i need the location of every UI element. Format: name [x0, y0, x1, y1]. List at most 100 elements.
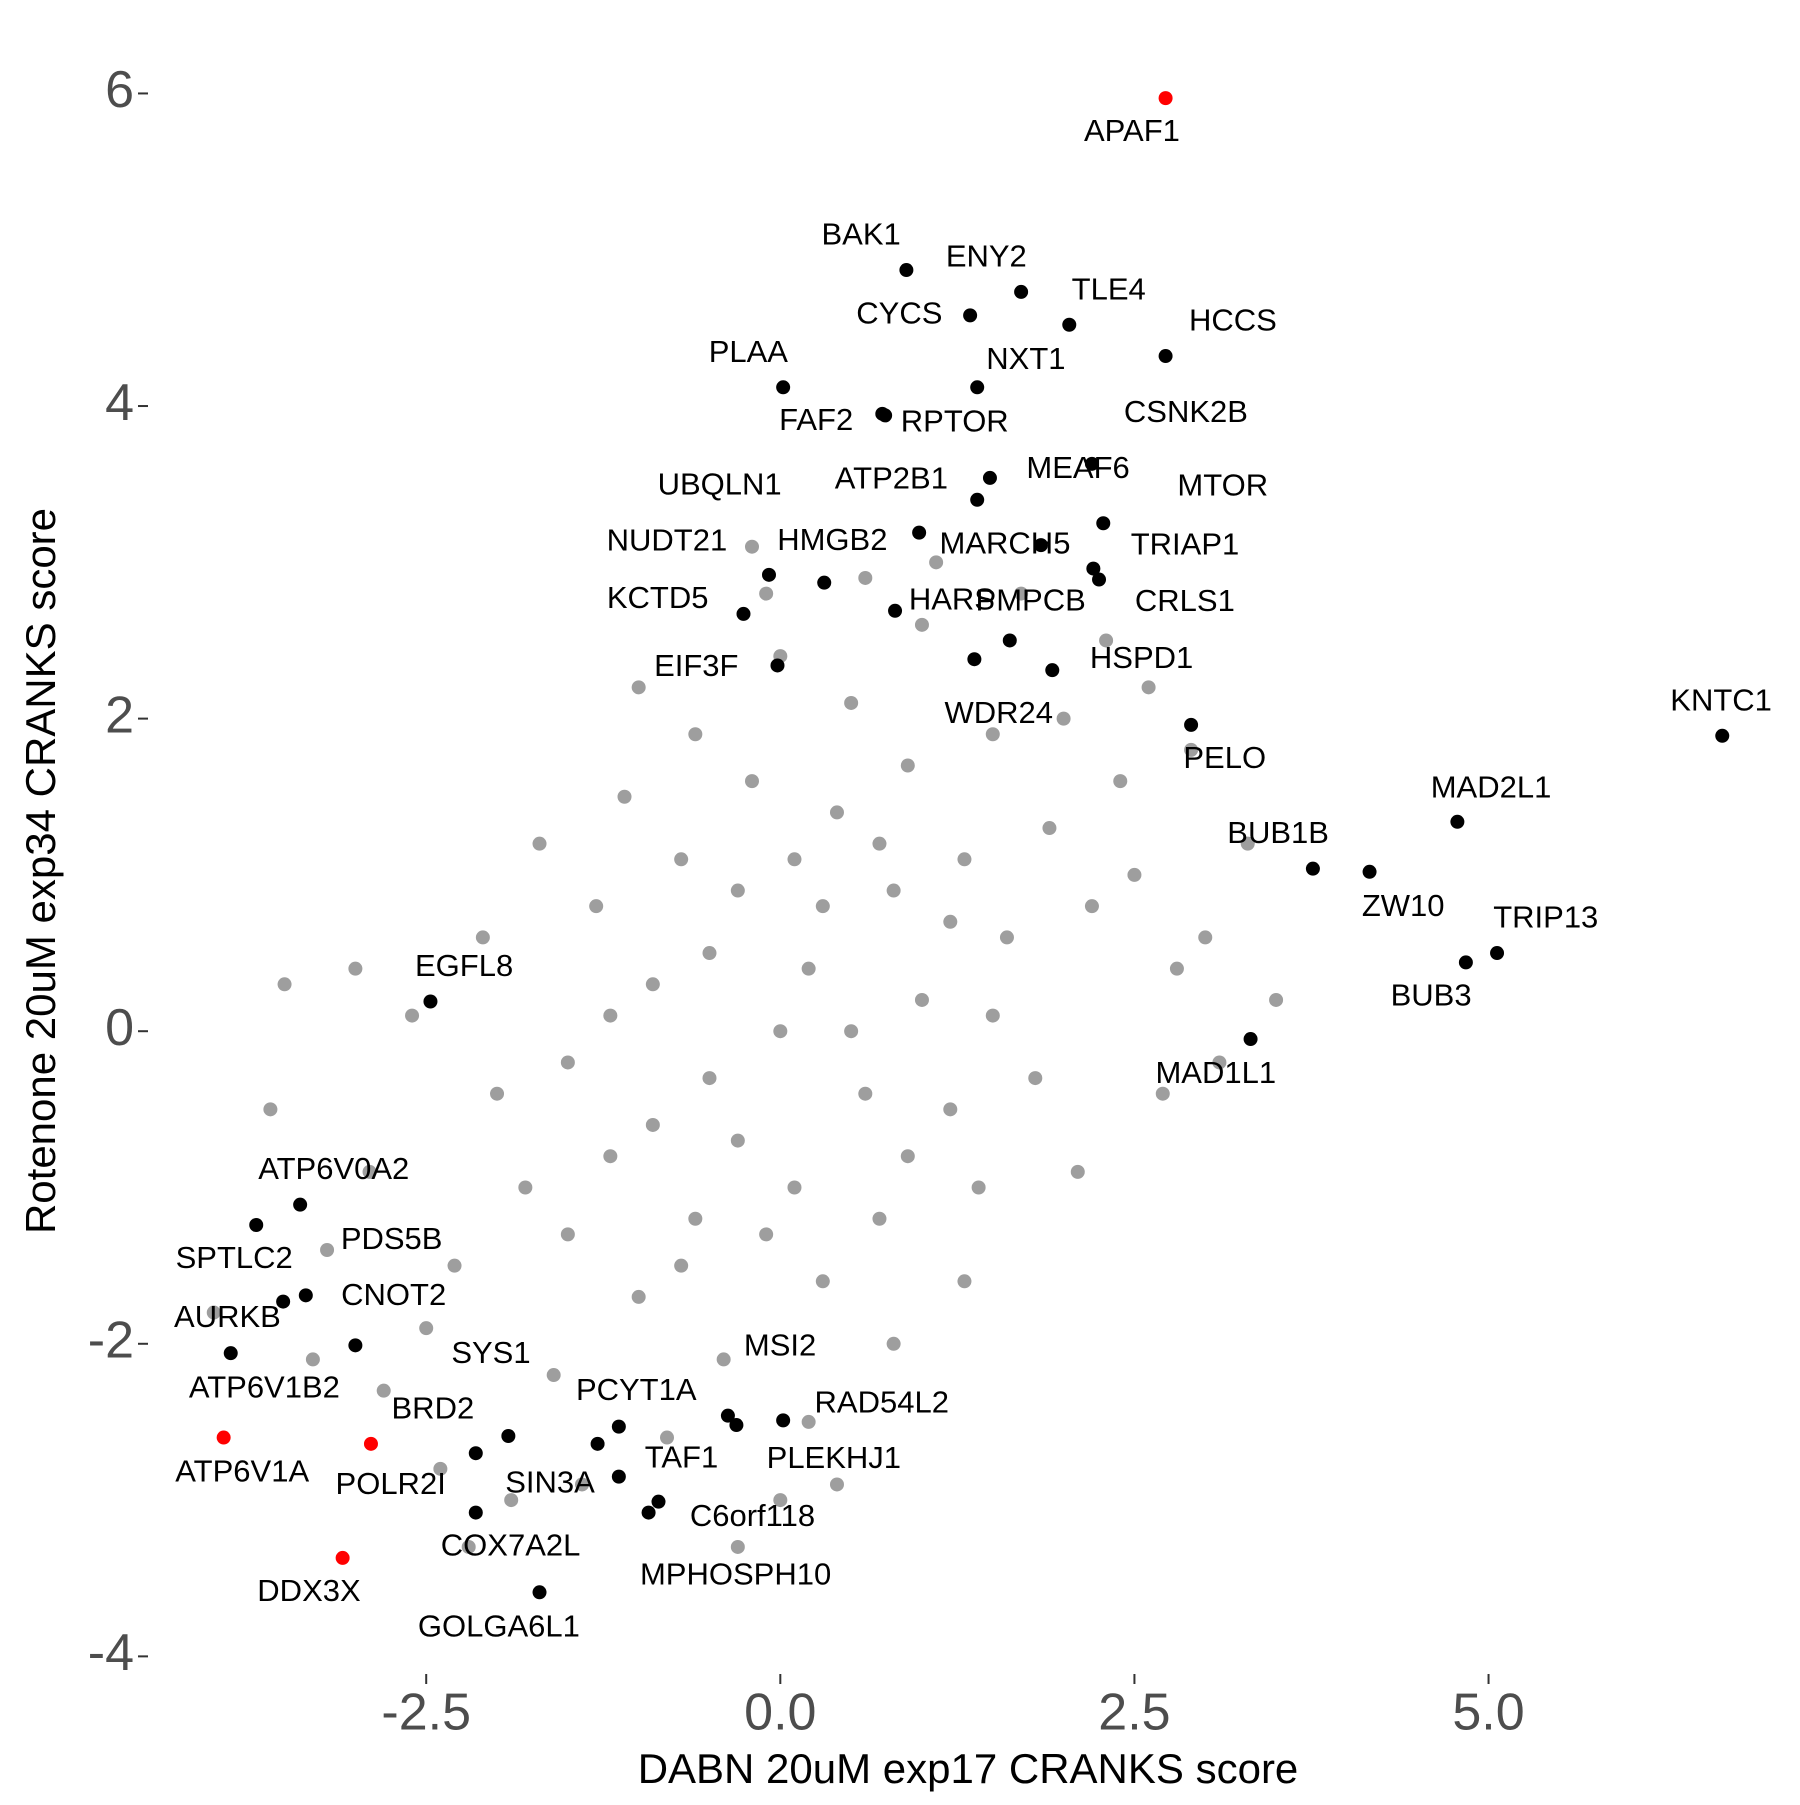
point — [1014, 586, 1029, 601]
point — [461, 1539, 476, 1554]
x-tick-label: 5.0 — [1452, 1684, 1524, 1742]
point — [963, 308, 978, 323]
point-label: MPHOSPH10 — [640, 1557, 831, 1592]
point-label: EIF3F — [654, 648, 738, 683]
point — [1127, 867, 1142, 882]
point — [603, 1149, 618, 1164]
point — [688, 1211, 703, 1226]
point — [688, 727, 703, 742]
point-label: KNTC1 — [1670, 682, 1772, 717]
point — [716, 1352, 731, 1367]
point-label: TLE4 — [1072, 271, 1146, 306]
point-label: MEAF6 — [1026, 450, 1129, 485]
point-label: GOLGA6L1 — [418, 1608, 580, 1643]
point — [914, 992, 929, 1007]
point-label: CSNK2B — [1124, 394, 1248, 429]
point — [776, 380, 791, 395]
point — [546, 1368, 561, 1383]
point — [1033, 538, 1048, 553]
point — [872, 836, 887, 851]
point — [645, 1117, 660, 1132]
point — [730, 1133, 745, 1148]
point — [770, 658, 785, 673]
point — [468, 1446, 483, 1461]
point — [611, 1419, 626, 1434]
point — [575, 1477, 590, 1492]
point — [736, 606, 751, 621]
point-label: PDS5B — [341, 1221, 443, 1256]
point — [298, 1288, 313, 1303]
point — [249, 1218, 264, 1233]
point — [844, 695, 859, 710]
point — [982, 470, 997, 485]
point — [759, 1227, 774, 1242]
point — [419, 1321, 434, 1336]
point-label: ATP6V0A2 — [258, 1151, 409, 1186]
point-label: NXT1 — [986, 341, 1065, 376]
point — [1240, 836, 1255, 851]
point-label: C6orf118 — [690, 1498, 815, 1533]
x-tick-label: -2.5 — [381, 1684, 471, 1742]
point — [631, 680, 646, 695]
point — [305, 1352, 320, 1367]
point — [1490, 946, 1505, 961]
point — [223, 1346, 238, 1361]
point — [1305, 861, 1320, 876]
point — [532, 1585, 547, 1600]
point — [1243, 1032, 1258, 1047]
point-label: UBQLN1 — [658, 466, 782, 501]
point-label: SIN3A — [505, 1465, 595, 1500]
point — [1715, 728, 1730, 743]
point — [1084, 456, 1099, 471]
point — [888, 603, 903, 618]
point — [900, 1149, 915, 1164]
point — [423, 994, 438, 1009]
point — [660, 1430, 675, 1445]
point — [773, 1024, 788, 1039]
point — [216, 1430, 231, 1445]
point-label: RAD54L2 — [815, 1384, 949, 1419]
y-tick-label: -4 — [88, 1624, 134, 1682]
point — [1155, 1086, 1170, 1101]
point — [844, 1024, 859, 1039]
point — [1084, 899, 1099, 914]
point — [744, 539, 759, 554]
point — [645, 977, 660, 992]
point — [277, 977, 292, 992]
point — [263, 1102, 278, 1117]
point — [967, 652, 982, 667]
point — [999, 930, 1014, 945]
y-tick-label: 0 — [105, 999, 134, 1057]
point — [348, 1338, 363, 1353]
point — [801, 961, 816, 976]
point — [651, 1494, 666, 1509]
point — [1028, 1071, 1043, 1086]
point — [1099, 633, 1114, 648]
point — [1042, 821, 1057, 836]
point-label: EGFL8 — [415, 948, 513, 983]
point — [878, 408, 893, 423]
y-tick-label: 2 — [105, 686, 134, 744]
point — [970, 380, 985, 395]
point — [914, 617, 929, 632]
point-label: HMGB2 — [777, 522, 887, 557]
point-label: NUDT21 — [607, 523, 728, 558]
point — [929, 555, 944, 570]
point — [320, 1243, 335, 1258]
point-label: ATP6V1A — [175, 1454, 309, 1489]
point — [1198, 930, 1213, 945]
point — [900, 758, 915, 773]
point — [817, 575, 832, 590]
point — [490, 1086, 505, 1101]
point — [912, 525, 927, 540]
point-label: BUB1B — [1227, 815, 1329, 850]
point-label: ENY2 — [946, 238, 1027, 273]
point — [1458, 955, 1473, 970]
x-tick-label: 2.5 — [1098, 1684, 1170, 1742]
point-label: CRLS1 — [1135, 583, 1235, 618]
point-label: ZW10 — [1362, 888, 1445, 923]
point — [702, 946, 717, 961]
point — [560, 1055, 575, 1070]
point-label: FAF2 — [779, 402, 853, 437]
